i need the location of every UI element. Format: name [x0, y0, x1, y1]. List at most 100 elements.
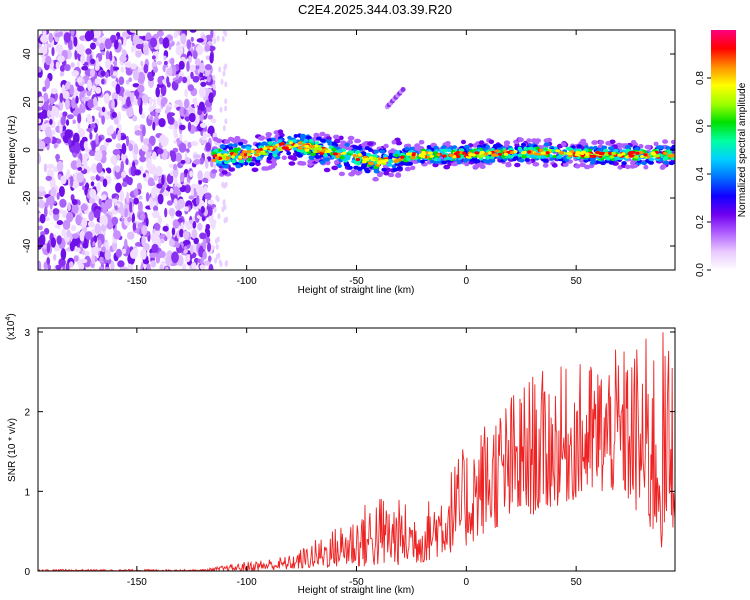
noise-blob [171, 184, 180, 195]
trace-mark [269, 164, 276, 169]
trace-mark [494, 149, 500, 153]
noise-blob [178, 60, 185, 70]
trace-mark [659, 145, 665, 150]
snr-y-axis: 0 1 2 3 [24, 328, 675, 578]
noise-blob [151, 151, 157, 160]
trace-mark [331, 165, 339, 171]
noise-blob [139, 155, 147, 163]
noise-blob [115, 182, 122, 193]
noise-blob [56, 160, 64, 172]
trace-mark [267, 141, 274, 145]
noise-blob [60, 248, 67, 261]
noise-blob [202, 251, 207, 260]
noise-blob [54, 107, 60, 118]
noise-blob [81, 217, 88, 228]
noise-blob [200, 122, 207, 128]
noise-blob [215, 194, 219, 201]
trace-mark [503, 149, 507, 153]
trace-mark [277, 129, 284, 134]
noise-blob [98, 198, 102, 205]
noise-blob [215, 243, 219, 250]
trace-mark [592, 140, 598, 145]
colorbar: 0.0 0.2 0.4 0.6 0.8 Normalized spectral ampl… [695, 30, 748, 277]
trace-mark [310, 152, 316, 157]
noise-blob [199, 232, 207, 240]
noise-blob [69, 84, 75, 95]
trace-mark [292, 147, 298, 151]
noise-blob [126, 191, 130, 204]
colorbar-tick-label: 0.8 [695, 71, 706, 85]
noise-blob [139, 212, 145, 221]
noise-blob [202, 177, 209, 183]
trace-mark [322, 157, 330, 162]
trace-mark [300, 133, 306, 138]
noise-blob [155, 112, 159, 119]
trace-mark [381, 167, 387, 172]
trace-mark [319, 160, 326, 165]
noise-blob [129, 201, 133, 213]
trace-mark [458, 150, 463, 154]
trace-mark [246, 153, 252, 157]
noise-blob [61, 84, 66, 94]
noise-blob [186, 75, 191, 88]
noise-blob [108, 50, 113, 62]
trace-mark [214, 156, 219, 160]
noise-blob [136, 38, 144, 45]
noise-blob [130, 93, 134, 103]
trace-mark [219, 144, 226, 149]
noise-blob [124, 208, 128, 219]
trace-mark [543, 138, 551, 143]
noise-blob [142, 43, 149, 56]
trace-mark [353, 160, 359, 165]
noise-blob [116, 154, 121, 161]
trace-mark [517, 153, 522, 158]
trace-mark [303, 138, 309, 143]
noise-blob [162, 225, 169, 232]
noise-blob [55, 61, 60, 69]
noise-blob [111, 209, 117, 215]
noise-blob [169, 65, 173, 76]
trace-mark [373, 149, 379, 154]
noise-blob [157, 215, 163, 225]
noise-blob [104, 249, 112, 261]
trace-mark [228, 167, 236, 172]
noise-blob [108, 198, 113, 204]
noise-blob [119, 217, 123, 222]
noise-blob [44, 77, 51, 89]
noise-blob [62, 111, 68, 117]
trace-mark [547, 148, 552, 152]
trace-mark [404, 166, 412, 172]
trace-mark [633, 155, 639, 159]
trace-mark [261, 166, 267, 171]
noise-blob [184, 88, 188, 98]
trace-mark [468, 153, 474, 157]
noise-blob [104, 71, 110, 78]
noise-blob [59, 123, 63, 134]
noise-blob [183, 108, 187, 115]
trace-mark [224, 164, 230, 169]
figure-title: C2E4.2025.344.03.39.R20 [298, 2, 452, 17]
snr-x-axis: -150 -100 -50 0 50 [127, 328, 582, 588]
noise-blob [207, 114, 214, 120]
noise-blob [130, 165, 135, 173]
trace-mark [663, 155, 669, 160]
spectrogram-y-label: Frequency (Hz) [7, 116, 18, 185]
noise-blob [145, 217, 149, 227]
noise-blob [132, 222, 137, 231]
noise-blob [166, 76, 170, 85]
x-tick-label: -50 [349, 577, 364, 588]
noise-blob [198, 101, 205, 112]
noise-blob [181, 186, 186, 192]
trace-mark [231, 159, 236, 164]
x-tick-label: -150 [127, 577, 147, 588]
noise-blob [97, 239, 102, 249]
noise-blob [88, 149, 97, 157]
noise-blob [127, 216, 132, 223]
trace-mark [668, 161, 675, 166]
noise-blob [177, 198, 186, 209]
noise-blob [135, 43, 144, 50]
trace-mark [497, 152, 502, 156]
noise-blob [213, 163, 217, 170]
noise-blob [120, 160, 124, 173]
noise-blob [206, 75, 211, 83]
